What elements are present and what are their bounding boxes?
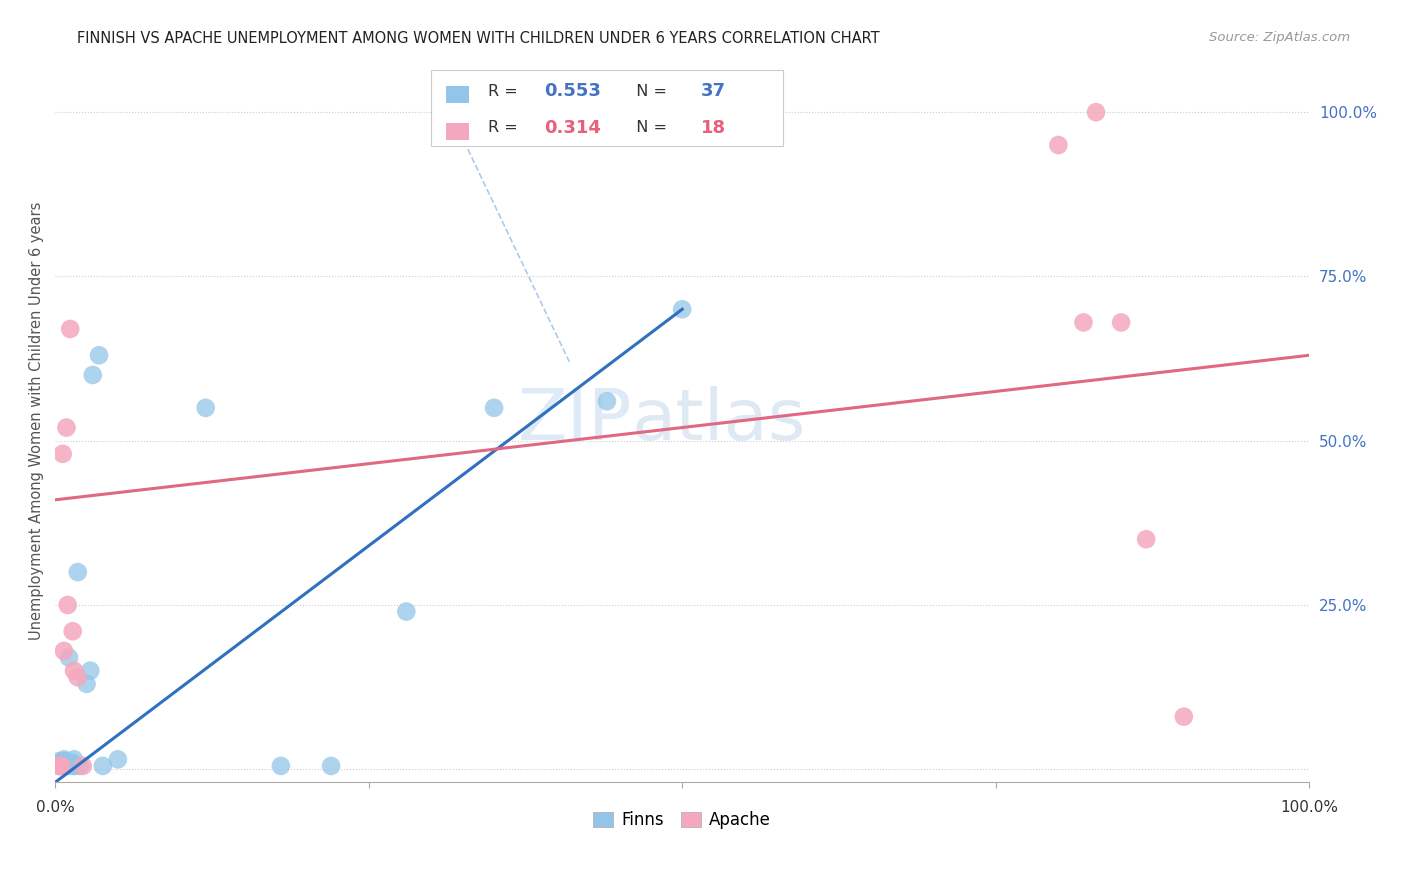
Text: 0.0%: 0.0% [35,800,75,815]
Point [49,757,72,772]
Point [65,759,87,773]
Text: R =: R = [488,120,523,135]
Point [76,677,98,691]
Point [62,759,84,773]
Point [48,759,70,773]
Point [671,302,693,317]
Point [59,756,82,770]
Point [62,624,84,639]
Point [66,670,89,684]
Point [1173,709,1195,723]
Point [55,755,77,769]
Point [91,759,114,773]
Point [60,756,83,770]
Point [58,650,80,665]
Point [395,605,418,619]
Point [66,565,89,579]
Point [72,759,94,773]
Point [596,394,619,409]
Text: 100.0%: 100.0% [1281,800,1339,815]
Text: 37: 37 [702,82,725,100]
Point [79,664,101,678]
Point [52,756,75,771]
Point [55,420,77,434]
Point [1109,315,1132,329]
Point [69,759,91,773]
Point [48,756,70,771]
Point [49,756,72,770]
Point [52,644,75,658]
FancyBboxPatch shape [432,70,783,146]
Point [52,752,75,766]
Point [1047,138,1070,153]
Point [87,348,110,362]
Text: atlas: atlas [633,386,807,456]
Text: Source: ZipAtlas.com: Source: ZipAtlas.com [1209,31,1350,45]
Point [49,759,72,773]
FancyBboxPatch shape [447,87,470,103]
Text: 0.553: 0.553 [544,82,602,100]
Point [56,759,79,773]
Legend: Finns, Apache: Finns, Apache [586,804,778,836]
Text: 0.314: 0.314 [544,119,602,136]
Point [319,759,342,773]
Y-axis label: Unemployment Among Women with Children Under 6 years: Unemployment Among Women with Children U… [30,202,44,640]
Point [270,759,292,773]
Text: FINNISH VS APACHE UNEMPLOYMENT AMONG WOMEN WITH CHILDREN UNDER 6 YEARS CORRELATI: FINNISH VS APACHE UNEMPLOYMENT AMONG WOM… [77,31,880,46]
Point [63,664,86,678]
Point [53,756,76,770]
Point [194,401,217,415]
Point [1085,105,1108,120]
Point [48,755,70,769]
Point [48,759,70,773]
Point [59,322,82,336]
Point [53,759,76,773]
Point [55,756,77,771]
Point [52,447,75,461]
Point [51,756,73,770]
Point [1135,533,1157,547]
Point [671,105,693,120]
FancyBboxPatch shape [447,123,470,140]
Point [51,759,73,773]
Point [1073,315,1095,329]
Point [107,752,129,766]
Point [56,598,79,612]
Text: N =: N = [626,120,672,135]
Point [56,756,79,770]
Point [52,755,75,769]
Text: ZIP: ZIP [517,386,633,456]
Point [63,752,86,766]
Point [82,368,104,382]
Point [482,401,505,415]
Text: R =: R = [488,84,523,99]
Text: 18: 18 [702,119,725,136]
Text: N =: N = [626,84,672,99]
